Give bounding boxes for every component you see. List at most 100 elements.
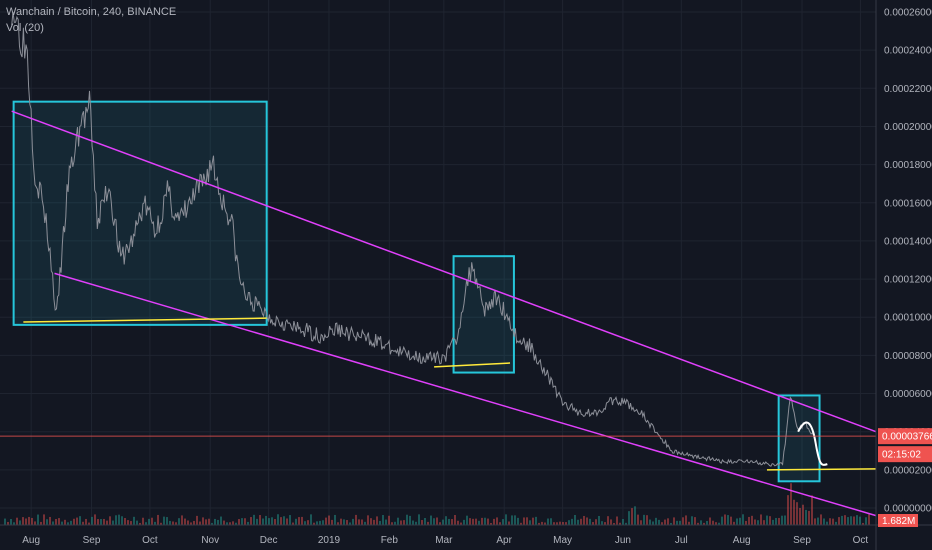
volume-bar xyxy=(577,519,579,525)
volume-bar xyxy=(58,518,60,525)
volume-bar xyxy=(460,522,462,525)
volume-bar xyxy=(595,519,597,525)
volume-bar xyxy=(502,519,504,525)
volume-bar xyxy=(808,510,810,525)
volume-bar xyxy=(304,521,306,525)
volume-bar xyxy=(238,519,240,525)
volume-bar xyxy=(73,518,75,525)
volume-bar xyxy=(193,520,195,525)
volume-bar xyxy=(772,519,774,525)
volume-bar xyxy=(412,520,414,525)
volume-bar xyxy=(286,518,288,525)
volume-legend[interactable]: Vol (20) xyxy=(6,22,44,34)
volume-bar xyxy=(724,514,726,525)
volume-bar xyxy=(766,515,768,525)
volume-bar xyxy=(670,522,672,525)
volume-bar xyxy=(76,517,78,525)
volume-bar xyxy=(316,521,318,525)
volume-bar xyxy=(181,515,183,525)
volume-bar xyxy=(427,521,429,525)
support-line xyxy=(766,468,877,471)
volume-bar xyxy=(232,521,234,525)
volume-value-badge xyxy=(878,514,918,527)
volume-bar xyxy=(346,520,348,525)
support-line xyxy=(23,317,267,323)
volume-bar xyxy=(337,522,339,525)
volume-bar xyxy=(517,517,519,525)
volume-bar xyxy=(22,517,24,525)
volume-bar xyxy=(799,508,801,525)
volume-bar xyxy=(361,519,363,525)
volume-bar xyxy=(295,518,297,525)
volume-bar xyxy=(43,514,45,525)
volume-bar xyxy=(499,522,501,525)
volume-bar xyxy=(79,516,81,525)
y-tick-label: 0.00024000 xyxy=(884,46,932,57)
volume-bar xyxy=(601,521,603,525)
volume-bar xyxy=(598,515,600,525)
volume-bar xyxy=(634,506,636,525)
volume-bar xyxy=(511,515,513,525)
volume-bar xyxy=(469,518,471,525)
x-tick-label: Oct xyxy=(142,535,158,546)
volume-bar xyxy=(868,514,870,525)
volume-bar xyxy=(817,517,819,525)
volume-bar xyxy=(823,518,825,525)
volume-bar xyxy=(814,518,816,525)
volume-bar xyxy=(334,514,336,525)
symbol-legend[interactable]: Wanchain / Bitcoin, 240, BINANCE xyxy=(6,6,177,18)
volume-bar xyxy=(712,520,714,525)
volume-bar xyxy=(448,518,450,525)
volume-bar xyxy=(556,522,558,525)
y-tick-label: 0.00020000 xyxy=(884,122,932,133)
volume-bar xyxy=(340,518,342,525)
volume-bar xyxy=(580,518,582,525)
volume-bar xyxy=(811,495,813,525)
volume-bar xyxy=(439,522,441,525)
volume-bar xyxy=(490,522,492,525)
volume-bar xyxy=(475,518,477,525)
channel-lower-line xyxy=(54,272,877,517)
volume-bar xyxy=(139,522,141,525)
volume-bar xyxy=(226,522,228,525)
volume-bar xyxy=(280,517,282,525)
volume-bar xyxy=(256,518,258,525)
volume-bar xyxy=(145,522,147,525)
volume-bar xyxy=(13,522,15,525)
volume-bar xyxy=(619,522,621,525)
volume-bar xyxy=(565,522,567,525)
volume-bar xyxy=(751,515,753,525)
volume-bar xyxy=(493,518,495,525)
volume-bar xyxy=(742,514,744,525)
volume-bar xyxy=(613,522,615,525)
volume-bar xyxy=(301,516,303,525)
volume-bar xyxy=(241,518,243,525)
volume-bar xyxy=(16,517,18,525)
volume-bar xyxy=(544,522,546,525)
volume-bar xyxy=(466,515,468,525)
y-tick-label: 0.00026000 xyxy=(884,8,932,19)
volume-bar xyxy=(229,522,231,525)
x-tick-label: 2019 xyxy=(318,535,341,546)
volume-bar xyxy=(784,515,786,525)
volume-bar xyxy=(553,522,555,525)
volume-bar xyxy=(628,511,630,525)
volume-bar xyxy=(610,519,612,525)
volume-bar xyxy=(622,519,624,525)
volume-bar xyxy=(472,518,474,525)
volume-bar xyxy=(388,515,390,525)
y-tick-label: 0.00016000 xyxy=(884,198,932,209)
volume-value-badge-text: 1.682M xyxy=(882,516,915,527)
volume-bar xyxy=(562,521,564,525)
volume-bar xyxy=(319,520,321,525)
volume-bar xyxy=(832,518,834,525)
volume-bar xyxy=(454,515,456,525)
volume-bar xyxy=(7,521,9,525)
volume-bar xyxy=(568,520,570,525)
x-tick-label: May xyxy=(553,535,572,546)
volume-bar xyxy=(787,495,789,525)
volume-bar xyxy=(697,522,699,525)
volume-bar xyxy=(289,515,291,525)
volume-bar xyxy=(652,521,654,525)
